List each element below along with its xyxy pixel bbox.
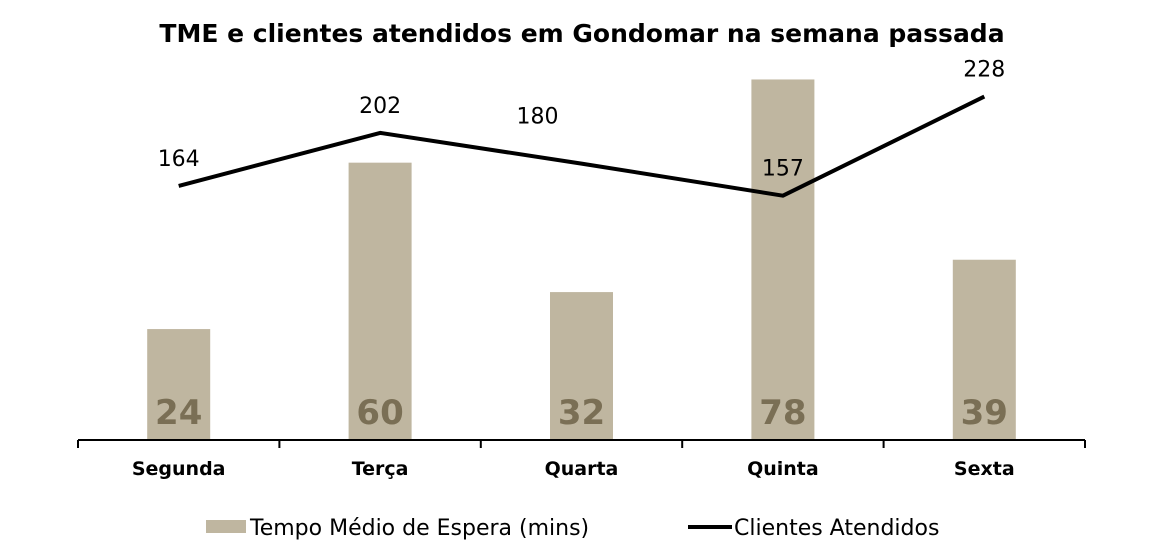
line-data-label: 228 (963, 58, 1005, 83)
x-tick-label: Quinta (747, 458, 819, 480)
line-data-label: 202 (359, 94, 401, 119)
line-data-label: 157 (762, 157, 804, 182)
bar-quarta (550, 292, 613, 440)
chart-title: TME e clientes atendidos em Gondomar na … (159, 19, 1004, 48)
bar-data-label: 24 (155, 393, 202, 433)
bar-data-label: 78 (759, 393, 806, 433)
x-tick-label: Quarta (545, 458, 619, 480)
bar-data-label: 60 (356, 393, 403, 433)
line-data-label: 180 (517, 105, 559, 130)
x-tick-label: Segunda (132, 458, 226, 480)
bar-segunda (147, 329, 211, 440)
bar-data-label: 39 (961, 393, 1008, 433)
legend-swatch-bar (206, 520, 246, 533)
line-clientes-atendidos (178, 94, 986, 198)
legend: Tempo Médio de Espera (mins) Clientes At… (206, 516, 939, 541)
legend-label-bar: Tempo Médio de Espera (mins) (249, 516, 589, 541)
line-data-label: 164 (158, 147, 200, 172)
x-tick-label: Sexta (954, 458, 1015, 480)
legend-label-line: Clientes Atendidos (734, 516, 939, 541)
x-tick-label: Terça (352, 458, 409, 480)
bar-sexta (952, 259, 1016, 440)
bar-quinta (751, 79, 815, 440)
bar-data-label: 32 (558, 393, 605, 433)
bar-terça (348, 162, 412, 440)
